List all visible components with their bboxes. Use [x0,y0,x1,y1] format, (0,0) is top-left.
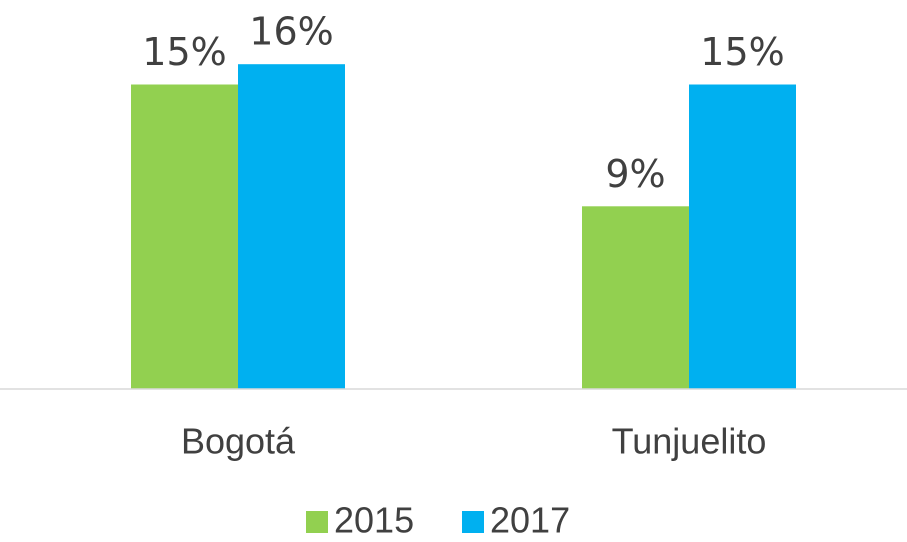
x-tick-label: Tunjuelito [612,421,767,462]
value-label: 9% [605,152,665,196]
bar [689,84,796,389]
legend-label: 2017 [490,500,570,541]
legend-swatch [462,511,484,533]
bar [582,206,689,389]
bar [238,64,345,389]
bar [131,84,238,389]
value-label: 15% [700,30,784,74]
value-label: 15% [142,30,226,74]
x-tick-label: Bogotá [181,421,296,462]
value-label: 16% [249,10,333,54]
legend-swatch [306,511,328,533]
legend-label: 2015 [334,500,414,541]
